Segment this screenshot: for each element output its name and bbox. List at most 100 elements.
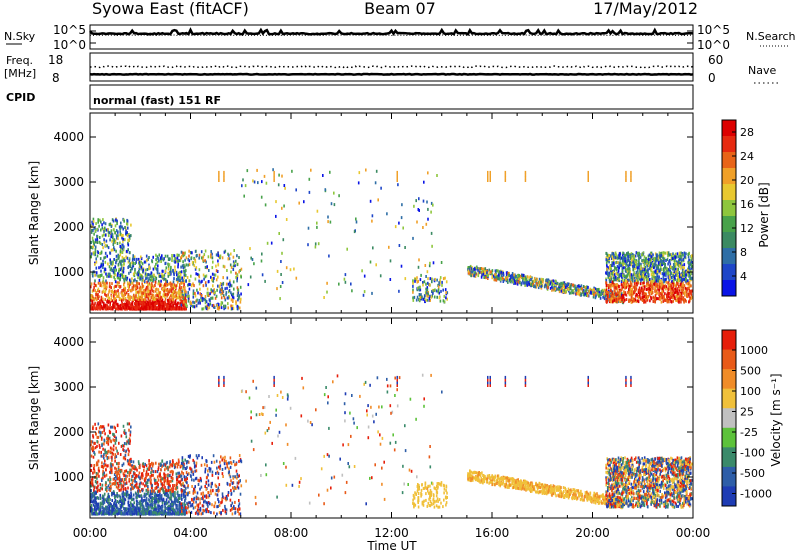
echo-cell (592, 288, 594, 292)
echo-cell (621, 275, 623, 279)
echo-cell (545, 279, 547, 283)
echo-cell (119, 285, 122, 289)
echo-cell (649, 253, 651, 257)
echo-cell (110, 294, 113, 298)
echo-cell (618, 279, 621, 283)
colorbar-swatch (722, 136, 736, 153)
echo-cell (216, 288, 218, 292)
echo-cell (587, 285, 589, 289)
echo-cell (155, 253, 157, 257)
echo-cell (682, 278, 684, 281)
echo-cell (222, 294, 225, 298)
echo-cell (369, 199, 372, 203)
echo-cell (487, 179, 489, 182)
echo-cell (539, 282, 542, 286)
echo-cell (162, 293, 165, 297)
power-ylabel: Slant Range [km] (27, 161, 41, 265)
echo-cell (425, 291, 428, 295)
echo-cell (190, 251, 192, 255)
echo-cell (171, 479, 174, 483)
echo-cell (375, 169, 378, 173)
echo-cell (675, 267, 677, 271)
echo-cell (631, 277, 633, 281)
echo-cell (229, 281, 231, 285)
echo-cell (175, 270, 178, 274)
echo-cell (662, 253, 665, 257)
echo-cell (116, 230, 119, 234)
echo-cell (630, 170, 632, 174)
echo-cell (137, 276, 139, 280)
echo-cell (110, 229, 113, 233)
echo-cell (124, 307, 127, 311)
echo-cell (587, 170, 589, 174)
echo-cell (437, 288, 440, 292)
echo-cell (655, 283, 658, 287)
echo-cell (647, 283, 650, 287)
echo-cell (683, 300, 685, 304)
echo-cell (136, 272, 138, 276)
echo-cell (647, 254, 650, 258)
echo-cell (96, 306, 99, 310)
echo-cell (133, 295, 135, 299)
echo-cell (140, 499, 142, 503)
echo-cell (600, 292, 602, 296)
echo-cell (92, 449, 94, 453)
echo-cell (114, 239, 117, 243)
echo-cell (112, 248, 114, 252)
echo-cell (211, 304, 214, 308)
echo-cell (684, 252, 686, 256)
echo-cell (664, 251, 667, 255)
echo-cell (138, 260, 141, 264)
echo-cell (363, 274, 366, 278)
echo-cell (129, 295, 132, 299)
echo-cell (175, 293, 177, 297)
echo-cell (609, 282, 611, 286)
echo-cell (610, 269, 612, 273)
echo-cell (129, 281, 131, 285)
echo-cell (177, 475, 179, 479)
echo-cell (494, 278, 497, 282)
echo-cell (153, 307, 155, 311)
echo-cell (648, 257, 650, 261)
echo-cell (101, 425, 103, 429)
echo-cell (673, 291, 676, 295)
echo-cell (528, 279, 531, 283)
echo-cell (115, 234, 118, 238)
echo-cell (170, 294, 172, 298)
echo-cell (164, 295, 166, 299)
echo-cell (625, 276, 627, 280)
echo-cell (470, 274, 473, 278)
echo-cell (669, 297, 671, 301)
echo-cell (655, 276, 657, 280)
echo-cell (108, 281, 111, 285)
colorbar-swatch (722, 280, 736, 297)
echo-cell (662, 275, 665, 279)
noise-sky-line (89, 27, 694, 36)
echo-cell (127, 260, 130, 264)
echo-cell (94, 301, 96, 305)
echo-cell (100, 298, 102, 302)
echo-cell (98, 240, 101, 244)
echo-cell (629, 287, 632, 291)
echo-cell (650, 290, 652, 294)
echo-cell (660, 296, 663, 300)
echo-cell (641, 299, 644, 302)
echo-cell (147, 279, 150, 283)
echo-cell (634, 267, 636, 271)
echo-cell (139, 295, 141, 299)
echo-cell (623, 261, 626, 265)
echo-cell (418, 258, 420, 262)
echo-cell (494, 269, 497, 273)
echo-cell (639, 282, 642, 286)
echo-cell (218, 285, 221, 289)
echo-cell (125, 491, 128, 495)
echo-cell (438, 281, 440, 285)
echo-cell (141, 282, 143, 286)
echo-cell (236, 275, 239, 279)
echo-cell (105, 468, 107, 472)
echo-cell (236, 279, 238, 283)
echo-cell (651, 288, 653, 292)
power-colorbar-label: Power [dB] (757, 182, 771, 247)
echo-cell (99, 265, 102, 269)
echo-cell (482, 272, 485, 276)
